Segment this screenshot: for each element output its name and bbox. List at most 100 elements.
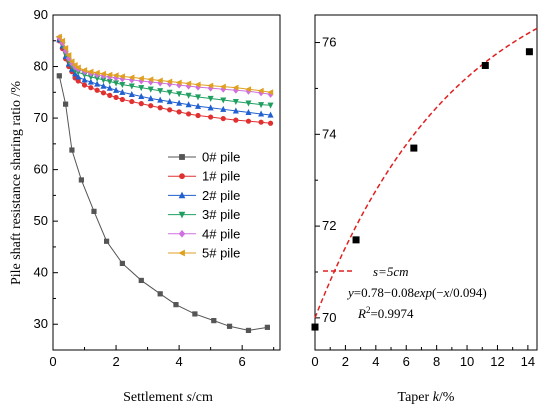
right-x-tick-label: 12 bbox=[490, 354, 504, 369]
data-point bbox=[78, 177, 84, 183]
right-x-title-prefix: Taper bbox=[398, 390, 433, 405]
data-point bbox=[245, 100, 252, 107]
data-point bbox=[245, 118, 252, 124]
right-ticks: 0 2 4 6 8 10 12 14 70 72 74 76 bbox=[311, 35, 535, 369]
data-point bbox=[119, 88, 126, 95]
data-point bbox=[195, 94, 202, 101]
series-5 bbox=[55, 33, 274, 96]
right-y-tick-label: 72 bbox=[322, 218, 336, 233]
fit-legend-var: s=5cm bbox=[373, 264, 409, 279]
data-point bbox=[75, 73, 82, 80]
fit-r2-val: =0.9974 bbox=[370, 306, 414, 321]
data-point bbox=[176, 99, 183, 106]
data-point bbox=[62, 44, 69, 52]
legend-item: 3# pile bbox=[168, 207, 240, 222]
data-point bbox=[119, 260, 125, 267]
legend-item: 0# pile bbox=[168, 150, 240, 165]
right-plot-frame bbox=[314, 14, 538, 351]
data-point bbox=[352, 236, 360, 244]
data-point bbox=[185, 101, 192, 108]
data-point bbox=[258, 119, 264, 125]
data-point bbox=[245, 86, 252, 93]
fit-eq-exp: exp bbox=[414, 285, 433, 300]
data-point bbox=[71, 61, 78, 69]
fit-r2: R2=0.9974 bbox=[357, 305, 414, 321]
data-point bbox=[106, 84, 113, 91]
data-point bbox=[167, 107, 173, 113]
data-point bbox=[100, 82, 107, 89]
fit-r2-var: R bbox=[357, 306, 366, 321]
data-point bbox=[147, 86, 154, 93]
left-y-tick-label: 50 bbox=[34, 213, 48, 228]
data-point bbox=[156, 77, 163, 84]
data-point bbox=[88, 85, 94, 91]
data-point bbox=[245, 108, 252, 116]
data-point bbox=[157, 291, 163, 297]
data-point bbox=[207, 104, 214, 111]
left-ticks: 0 2 4 6 30 40 50 60 70 80 90 bbox=[34, 7, 275, 369]
fit-eq-y: y bbox=[346, 285, 354, 300]
data-point bbox=[185, 111, 192, 117]
data-point bbox=[93, 69, 100, 76]
legend-marker bbox=[179, 173, 185, 180]
left-y-axis-title: Pile shaft resistance sharing ratio /% bbox=[9, 81, 24, 285]
data-point bbox=[226, 323, 233, 329]
fit-equation: y=0.78−0.08exp(−x/0.094) bbox=[346, 285, 487, 300]
data-point bbox=[94, 87, 100, 93]
data-point bbox=[173, 302, 179, 308]
data-point bbox=[113, 86, 120, 93]
data-point bbox=[129, 98, 135, 105]
fit-eq-x: x bbox=[443, 285, 450, 300]
data-point bbox=[128, 74, 135, 81]
legend-marker bbox=[179, 154, 185, 160]
data-point bbox=[94, 80, 101, 87]
left-x-tick-label: 4 bbox=[175, 354, 182, 369]
data-point bbox=[232, 107, 239, 114]
left-y-tick-label: 70 bbox=[34, 110, 48, 125]
legend-item: 4# pile bbox=[168, 226, 240, 241]
data-point bbox=[175, 79, 182, 86]
left-y-tick-label: 90 bbox=[34, 7, 48, 22]
data-point bbox=[81, 76, 88, 83]
data-point bbox=[147, 95, 154, 102]
right-y-tick-label: 74 bbox=[322, 126, 336, 141]
data-point bbox=[100, 90, 107, 96]
data-point bbox=[100, 70, 107, 77]
data-point bbox=[128, 90, 135, 97]
right-x-tick-label: 2 bbox=[342, 354, 349, 369]
data-point bbox=[176, 109, 182, 115]
data-point bbox=[59, 37, 66, 44]
data-point bbox=[258, 110, 265, 117]
data-point bbox=[194, 81, 201, 88]
left-x-tick-label: 0 bbox=[49, 354, 56, 369]
data-point bbox=[106, 71, 113, 78]
series-0 bbox=[56, 73, 270, 334]
right-x-tick-label: 4 bbox=[372, 354, 379, 369]
data-point bbox=[195, 102, 202, 109]
left-x-title-prefix: Settlement bbox=[123, 390, 186, 405]
data-point bbox=[107, 92, 113, 98]
right-x-title-suffix: /% bbox=[439, 390, 455, 405]
legend-item: 1# pile bbox=[168, 169, 240, 184]
right-x-tick-label: 10 bbox=[460, 354, 474, 369]
data-point bbox=[91, 208, 97, 214]
data-point bbox=[63, 101, 69, 107]
legend-item: 5# pile bbox=[168, 246, 240, 261]
data-point bbox=[245, 327, 252, 334]
data-point bbox=[311, 323, 319, 331]
data-point bbox=[220, 105, 227, 112]
data-point bbox=[166, 89, 173, 96]
data-point bbox=[232, 98, 239, 106]
data-point bbox=[103, 238, 110, 244]
fit-curve bbox=[314, 27, 538, 319]
data-point bbox=[257, 87, 264, 94]
right-x-tick-label: 0 bbox=[311, 354, 318, 369]
data-point bbox=[74, 64, 81, 71]
left-panel: 0 2 4 6 30 40 50 60 70 80 90 0# pile 1# pile 2# pile… bbox=[9, 7, 281, 405]
data-point bbox=[220, 115, 226, 122]
left-plot-frame bbox=[52, 14, 281, 351]
legend-marker bbox=[178, 229, 186, 238]
left-x-title-suffix: /cm bbox=[192, 390, 213, 405]
left-y-tick-label: 30 bbox=[34, 316, 48, 331]
data-point bbox=[207, 95, 214, 102]
